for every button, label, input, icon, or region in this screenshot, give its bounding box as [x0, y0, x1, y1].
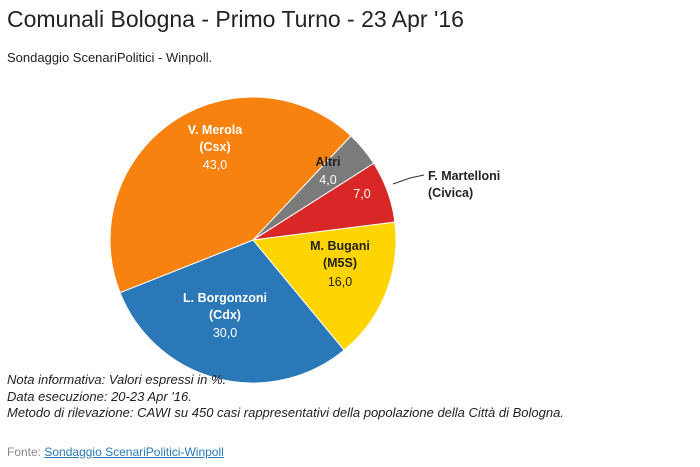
slice-name: Altri	[315, 155, 341, 169]
value-label: 30,0	[212, 326, 238, 340]
footer-prefix: Fonte:	[7, 445, 42, 459]
value-label: 4,0	[319, 173, 337, 187]
note: Data esecuzione: 20-23 Apr '16.	[7, 389, 192, 404]
value-label: 16,0	[327, 275, 353, 289]
slice-name: M. Bugani (M5S)	[310, 239, 370, 270]
note: Nota informativa: Valori espressi in %.	[7, 372, 227, 387]
slice-name: F. Martelloni (Civica)	[428, 169, 501, 200]
chart-title: Comunali Bologna - Primo Turno - 23 Apr …	[7, 6, 464, 32]
connector	[392, 174, 425, 185]
value-label: 43,0	[202, 158, 228, 172]
value-label: 7,0	[353, 187, 371, 201]
pie-slice	[109, 96, 352, 294]
slice-name: V. Merola (Csx)	[187, 123, 243, 154]
footer: Fonte: Sondaggio ScenariPolitici-Winpoll	[7, 445, 224, 459]
note: Metodo di rilevazione: CAWI su 450 casi …	[7, 405, 564, 420]
slice-name: L. Borgonzoni (Cdx)	[182, 291, 268, 322]
pie-slice	[252, 221, 397, 351]
source-link[interactable]: Sondaggio ScenariPolitici-Winpoll	[44, 445, 224, 459]
chart-subtitle: Sondaggio ScenariPolitici - Winpoll.	[7, 50, 213, 65]
pie-slice	[119, 239, 345, 384]
